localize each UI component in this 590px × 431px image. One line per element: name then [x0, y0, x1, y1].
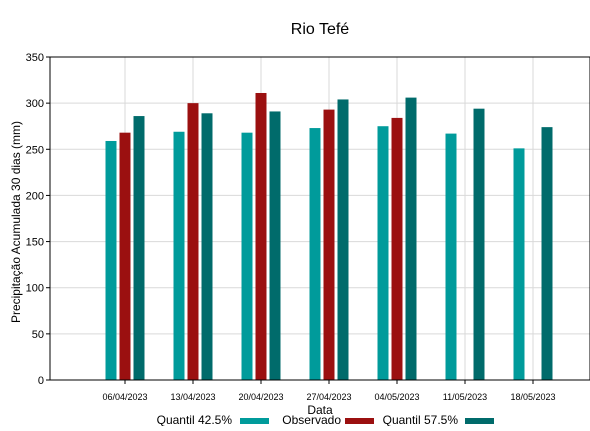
bar	[105, 140, 117, 380]
bar	[201, 113, 213, 381]
bar	[323, 109, 335, 381]
y-tick-label: 0	[38, 375, 44, 387]
x-tick-label: 06/04/2023	[102, 392, 147, 402]
bar	[133, 116, 145, 380]
x-tick-label: 27/04/2023	[306, 392, 351, 402]
y-tick-label: 150	[26, 237, 44, 249]
bar	[377, 126, 389, 380]
legend-swatch	[240, 418, 269, 424]
bar	[541, 127, 553, 380]
bar	[337, 99, 349, 381]
x-tick-label: 13/04/2023	[170, 392, 215, 402]
bar	[119, 132, 131, 380]
chart-title: Rio Tefé	[291, 21, 350, 38]
x-tick-label: 18/05/2023	[510, 392, 555, 402]
y-tick-label: 200	[26, 190, 44, 202]
legend: Quantil 42.5% Observado Quantil 57.5%	[157, 413, 494, 427]
bar	[255, 92, 267, 381]
x-axis-ticks: 06/04/2023 13/04/2023 20/04/2023 27/04/2023…	[102, 380, 556, 402]
plot-frame	[49, 56, 590, 381]
y-axis-ticks: 0 50 100 150 200 250 300 350	[26, 52, 50, 387]
bar	[445, 133, 457, 380]
y-axis-label: Precipitação Acumulada 30 dias (mm)	[9, 121, 23, 323]
y-tick-label: 350	[26, 52, 44, 64]
y-tick-label: 100	[26, 283, 44, 295]
legend-label: Observado	[282, 413, 341, 426]
bar	[269, 111, 281, 380]
y-tick-label: 250	[26, 144, 44, 156]
bar	[241, 132, 253, 380]
bar	[513, 148, 525, 380]
x-tick-label: 11/05/2023	[443, 392, 487, 402]
legend-label: Quantil 42.5%	[157, 413, 233, 426]
x-tick-label: 04/05/2023	[374, 392, 419, 402]
legend-label: Quantil 57.5%	[383, 413, 459, 426]
bar	[473, 108, 485, 381]
bar	[173, 131, 185, 380]
bar	[391, 117, 403, 380]
bar	[187, 103, 199, 381]
x-tick-label: 20/04/2023	[238, 392, 283, 402]
y-tick-label: 50	[32, 329, 44, 341]
bars	[105, 92, 553, 381]
legend-swatch	[345, 418, 374, 424]
y-tick-label: 300	[26, 98, 44, 110]
legend-swatch	[465, 418, 494, 424]
bar	[309, 128, 321, 380]
bar	[405, 97, 417, 380]
x-axis-label: Data	[307, 403, 333, 417]
